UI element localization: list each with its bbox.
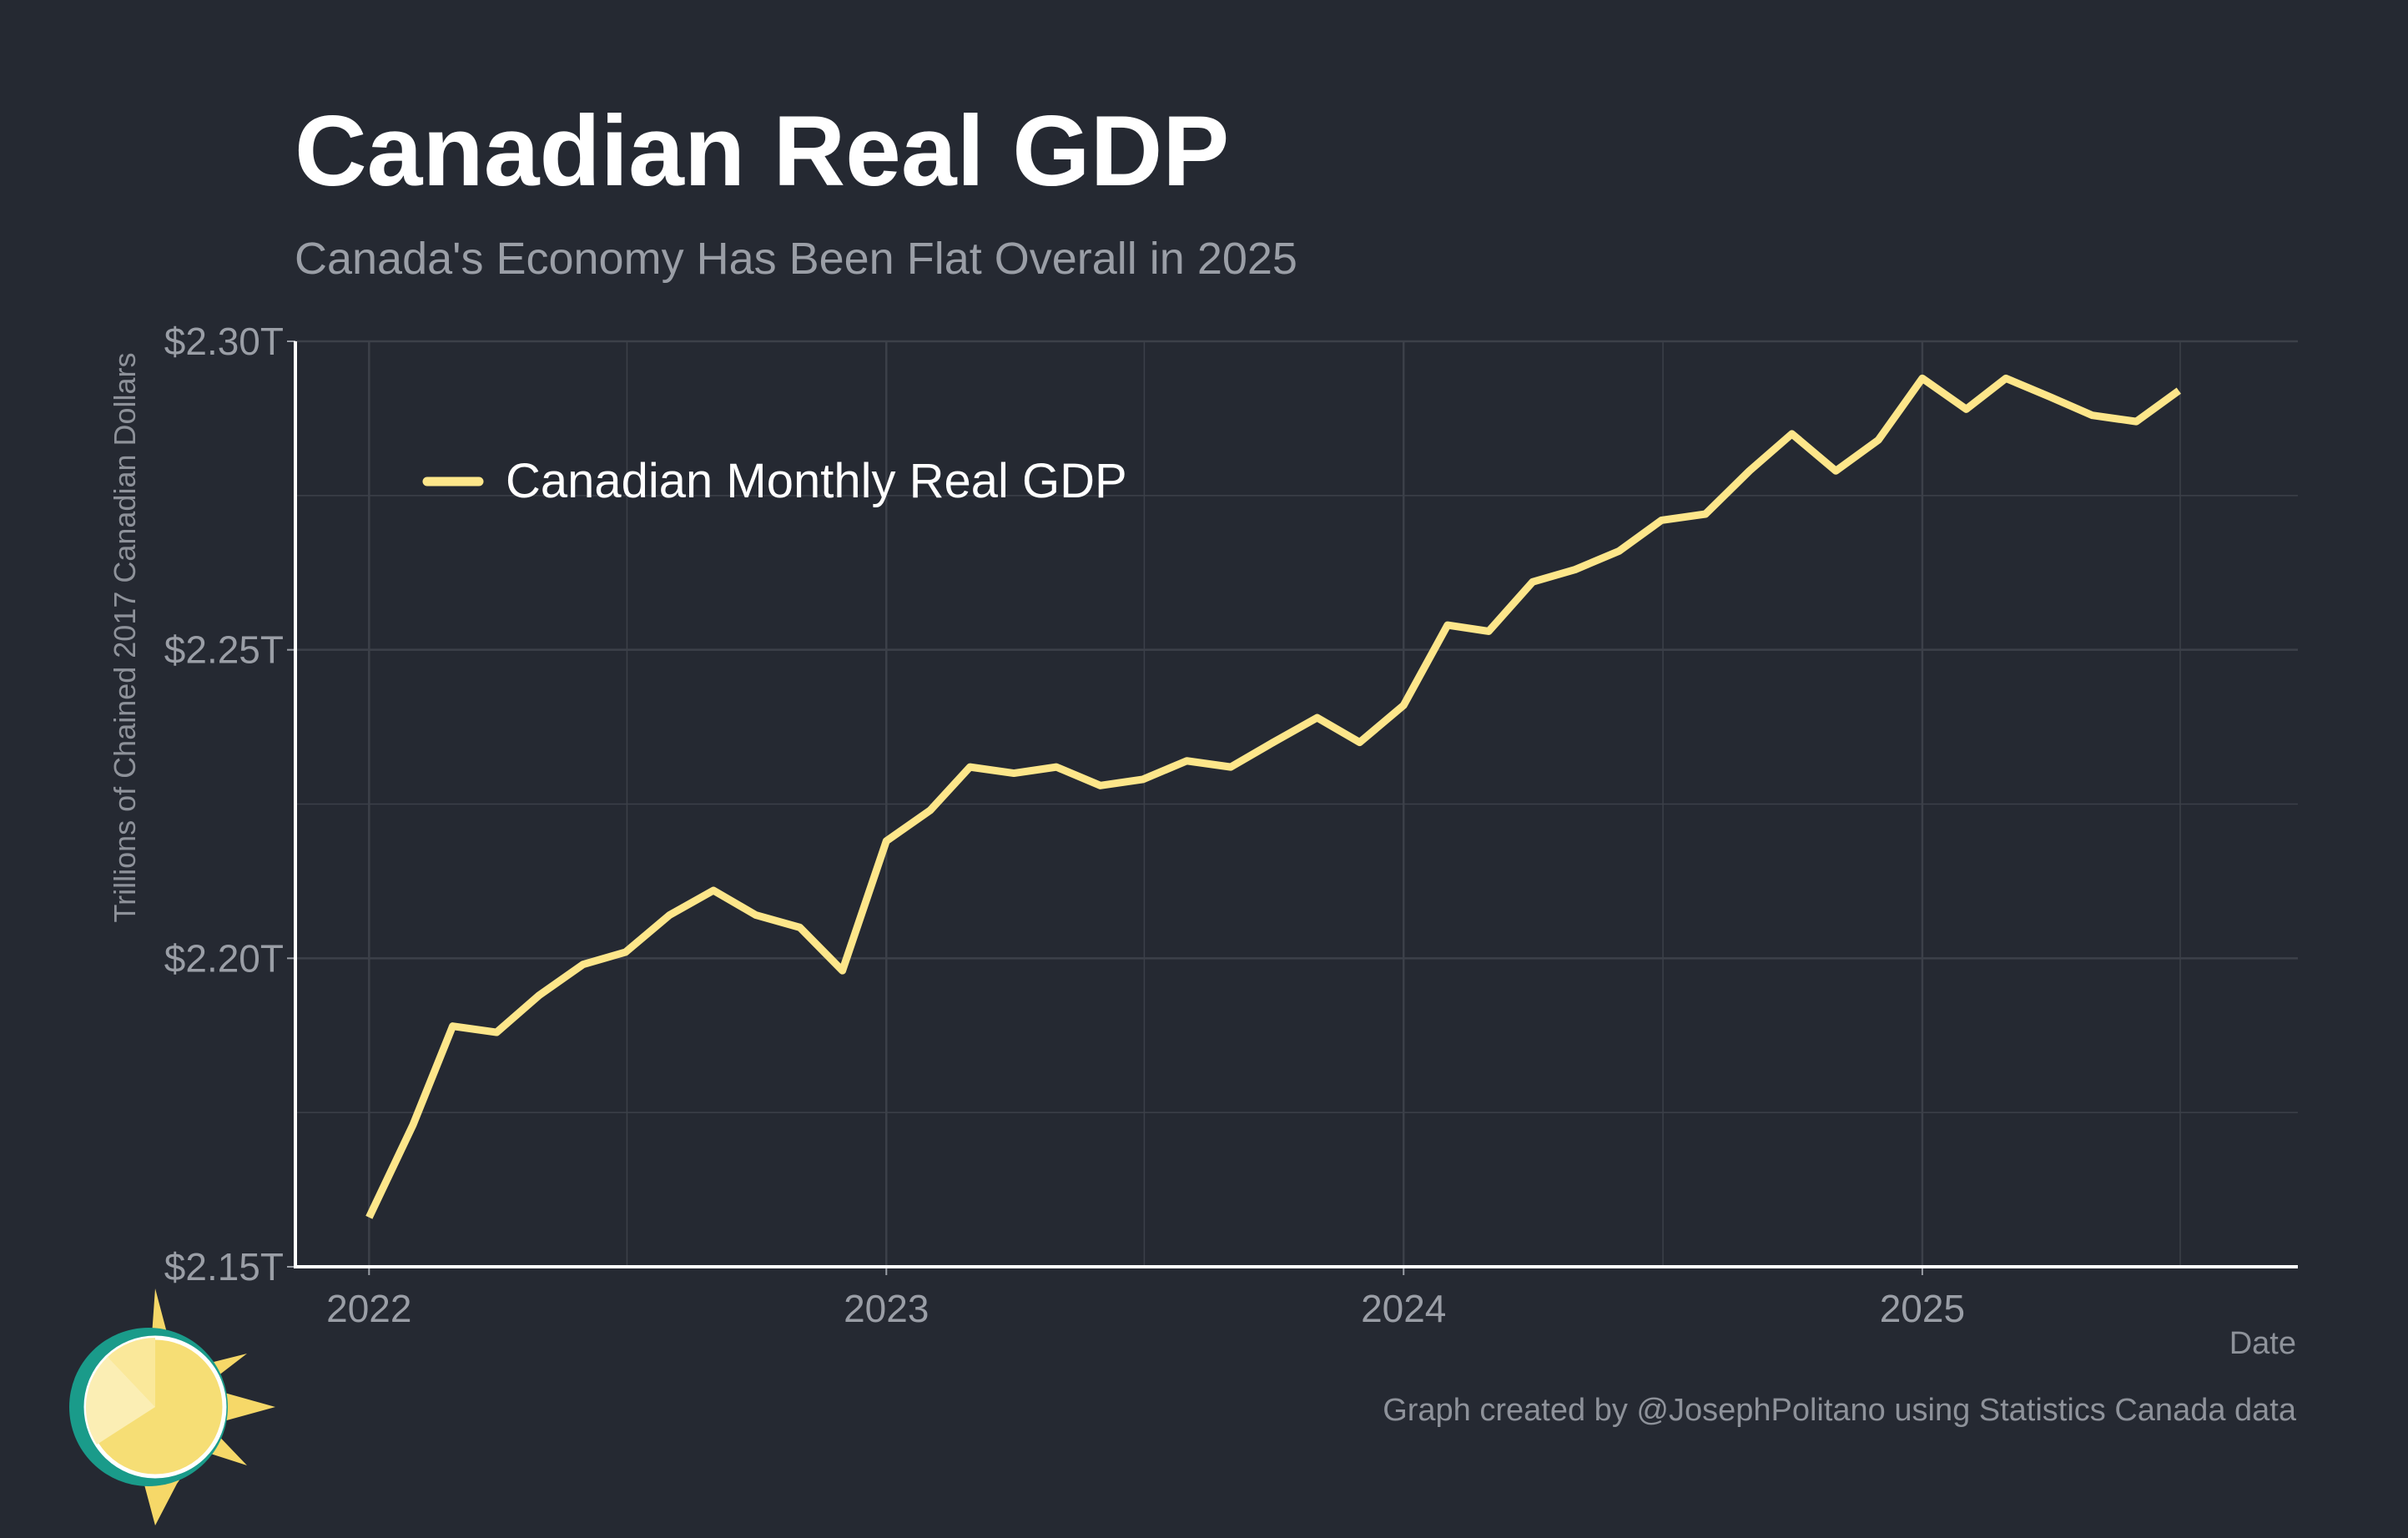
x-tick-label: 2024 [1361, 1287, 1446, 1330]
y-tick-label: $2.15T [164, 1245, 284, 1288]
legend-label: Canadian Monthly Real GDP [506, 454, 1127, 508]
y-tick-label: $2.20T [164, 936, 284, 980]
x-axis-title: Date [2229, 1326, 2296, 1361]
chart-subtitle: Canada's Economy Has Been Flat Overall i… [295, 234, 1297, 284]
legend: Canadian Monthly Real GDP [422, 454, 1127, 508]
series-line-0 [365, 374, 2181, 1219]
y-tick-label: $2.30T [164, 320, 284, 363]
chart-title: Canadian Real GDP [295, 95, 1229, 207]
x-tick-label: 2022 [326, 1287, 411, 1330]
series-lines [365, 374, 2181, 1219]
y-axis-title: Trillions of Chained 2017 Canadian Dolla… [108, 352, 142, 922]
sun-logo [69, 1288, 275, 1525]
y-axis-ticks: $2.15T $2.20T $2.25T $2.30T [164, 320, 295, 1288]
x-axis-ticks: 2022 2023 2024 2025 [326, 1267, 1965, 1330]
y-tick-label: $2.25T [164, 628, 284, 672]
x-tick-label: 2023 [844, 1287, 929, 1330]
chart-caption: Graph created by @JosephPolitano using S… [1383, 1393, 2297, 1428]
grid-lines [295, 340, 2298, 1268]
x-tick-label: 2025 [1880, 1287, 1965, 1330]
